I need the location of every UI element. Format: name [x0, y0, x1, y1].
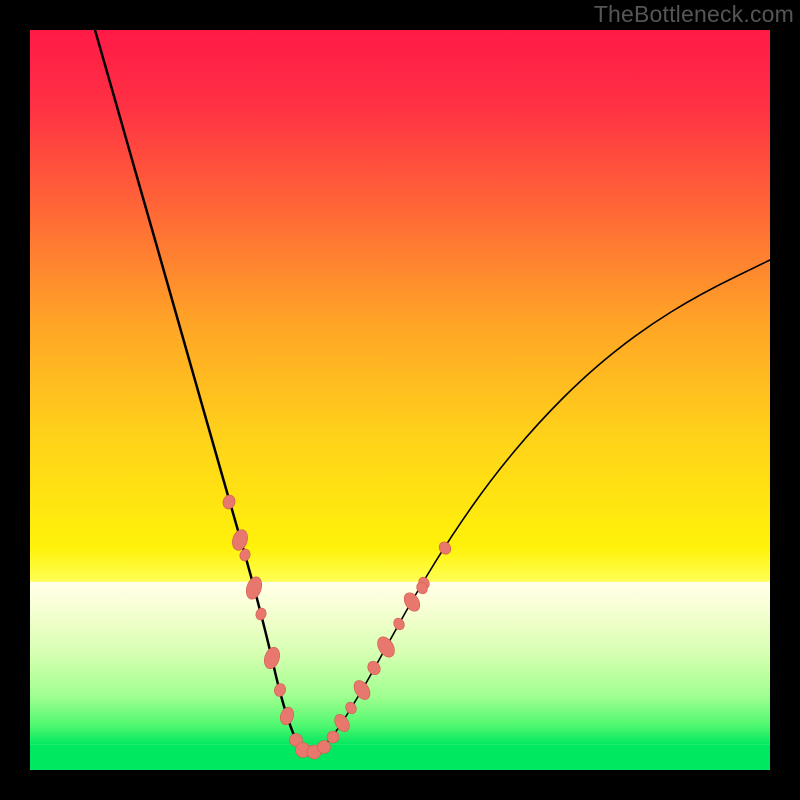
chart-svg — [0, 0, 800, 800]
chart-frame: TheBottleneck.com — [0, 0, 800, 800]
watermark-text: TheBottleneck.com — [594, 1, 794, 28]
